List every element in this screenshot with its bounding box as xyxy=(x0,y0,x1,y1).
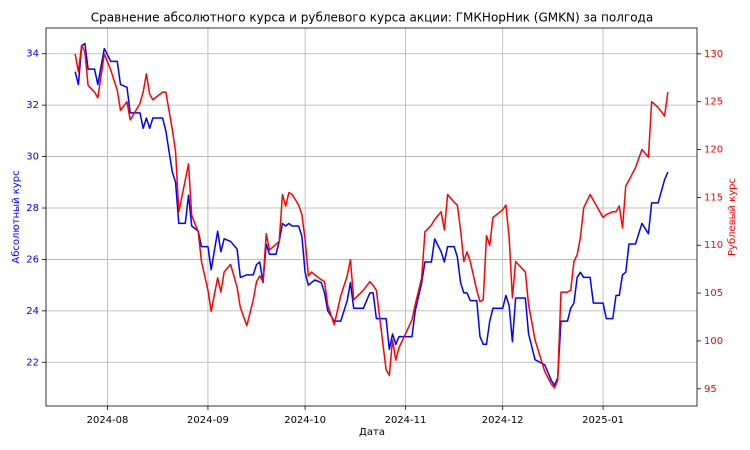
x-tick-label: 2024-09 xyxy=(187,415,229,426)
y2-tick-label: 130 xyxy=(704,49,723,60)
y-tick-label: 30 xyxy=(26,152,39,163)
line-series xyxy=(74,42,669,387)
plot-frame xyxy=(45,27,698,407)
x-tick-label: 2024-12 xyxy=(482,415,524,426)
y2-tick-label: 95 xyxy=(704,384,717,395)
y2-axis-label: Рублевый курс xyxy=(727,178,738,256)
x-axis-label: Дата xyxy=(359,427,385,438)
x-tick-label: 2024-10 xyxy=(284,415,326,426)
chart-title: Сравнение абсолютного курса и рублевого … xyxy=(91,11,653,25)
y-tick-label: 34 xyxy=(26,49,39,60)
y2-tick-label: 105 xyxy=(704,288,723,299)
y-tick-label: 28 xyxy=(26,203,39,214)
y-tick-label: 32 xyxy=(26,100,39,111)
y2-tick-label: 100 xyxy=(704,336,723,347)
x-tick-label: 2024-11 xyxy=(385,415,427,426)
y2-tick-label: 125 xyxy=(704,97,723,108)
x-tick-label: 2024-08 xyxy=(87,415,129,426)
y-tick-label: 24 xyxy=(26,306,39,317)
x-tick-label: 2025-01 xyxy=(582,415,624,426)
line-series xyxy=(74,44,669,389)
y-tick-label: 26 xyxy=(26,254,39,265)
y2-tick-label: 120 xyxy=(704,145,723,156)
y-tick-label: 22 xyxy=(26,357,39,368)
y2-tick-label: 110 xyxy=(704,240,723,251)
y2-tick-label: 115 xyxy=(704,192,723,203)
y-axis-label: Абсолютный курс xyxy=(11,170,22,263)
